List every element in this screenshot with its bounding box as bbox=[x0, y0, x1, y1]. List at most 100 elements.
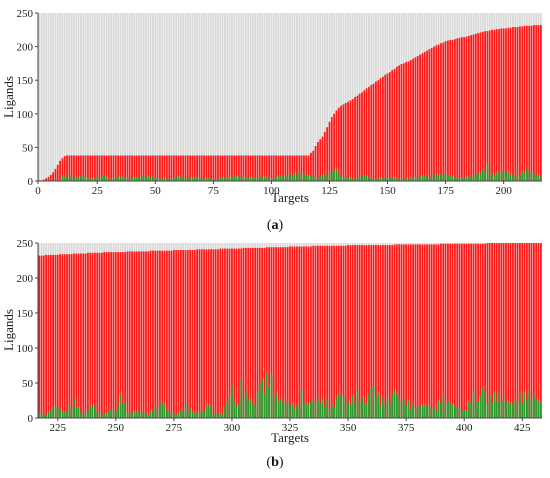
y-tick-label-b-200: 200 bbox=[17, 273, 34, 285]
bar-green-b-284 bbox=[193, 413, 196, 418]
bar-green-b-369 bbox=[391, 393, 394, 418]
bar-red-a-114 bbox=[303, 155, 305, 181]
bar-red-a-82 bbox=[228, 155, 231, 181]
bar-green-b-390 bbox=[440, 403, 442, 418]
bar-red-b-397 bbox=[456, 243, 459, 418]
bar-red-a-8 bbox=[56, 164, 59, 181]
bar-red-a-203 bbox=[509, 27, 512, 182]
bar-red-a-191 bbox=[481, 31, 484, 182]
bar-green-a-135 bbox=[351, 178, 354, 181]
x-tick-label-b-400: 400 bbox=[456, 422, 473, 434]
bar-red-b-309 bbox=[251, 247, 254, 418]
bar-green-b-363 bbox=[377, 392, 380, 418]
bar-total-a-6 bbox=[52, 13, 55, 181]
bar-red-b-253 bbox=[121, 252, 124, 418]
bar-total-a-36 bbox=[121, 13, 124, 181]
bar-red-b-356 bbox=[361, 245, 363, 418]
bar-red-b-241 bbox=[93, 252, 96, 418]
bar-red-b-299 bbox=[228, 248, 231, 418]
bar-total-a-8 bbox=[56, 13, 59, 181]
bar-green-a-147 bbox=[379, 177, 382, 181]
bar-green-b-421 bbox=[512, 404, 514, 418]
bar-red-a-105 bbox=[282, 155, 284, 181]
x-tick-label-a-125: 125 bbox=[321, 185, 338, 197]
bar-red-a-18 bbox=[80, 155, 82, 181]
bar-green-a-148 bbox=[381, 178, 384, 181]
bar-red-b-225 bbox=[56, 254, 59, 418]
bar-red-b-334 bbox=[309, 246, 312, 418]
bar-total-a-17 bbox=[77, 13, 80, 181]
bar-red-a-57 bbox=[170, 155, 173, 181]
panel-a-x-axis-label: Targets bbox=[271, 190, 309, 205]
bar-red-a-213 bbox=[532, 25, 535, 181]
bar-red-a-153 bbox=[393, 68, 396, 181]
bar-green-b-252 bbox=[119, 393, 122, 418]
bar-green-a-41 bbox=[133, 177, 136, 181]
bar-green-b-404 bbox=[472, 392, 475, 418]
bar-red-b-364 bbox=[379, 245, 382, 418]
bar-green-b-297 bbox=[224, 407, 226, 418]
bar-red-b-340 bbox=[323, 245, 326, 418]
bar-red-b-414 bbox=[495, 243, 498, 418]
bar-green-b-280 bbox=[184, 404, 187, 418]
bar-green-b-305 bbox=[242, 397, 245, 418]
bar-green-b-382 bbox=[421, 404, 424, 418]
bar-green-b-355 bbox=[358, 401, 361, 418]
bar-red-b-298 bbox=[226, 248, 229, 418]
bar-total-a-7 bbox=[54, 13, 57, 181]
bar-red-a-101 bbox=[272, 155, 275, 181]
bar-red-b-221 bbox=[47, 254, 50, 418]
bar-green-a-66 bbox=[191, 177, 194, 181]
bar-red-b-401 bbox=[465, 243, 468, 418]
bar-red-a-47 bbox=[147, 155, 150, 181]
bar-red-a-60 bbox=[177, 155, 180, 181]
bar-green-b-293 bbox=[214, 411, 217, 418]
bar-green-a-78 bbox=[219, 178, 222, 181]
bar-red-b-332 bbox=[305, 246, 308, 418]
bar-total-a-91 bbox=[249, 13, 252, 181]
bar-red-a-78 bbox=[219, 155, 222, 181]
bar-green-b-225 bbox=[56, 407, 59, 418]
bar-red-a-178 bbox=[451, 39, 454, 181]
bar-red-b-369 bbox=[391, 245, 394, 418]
bar-total-a-11 bbox=[63, 13, 66, 181]
bar-total-a-49 bbox=[152, 13, 154, 181]
bar-green-a-33 bbox=[114, 178, 117, 181]
bar-red-a-70 bbox=[200, 155, 203, 181]
bar-green-a-208 bbox=[521, 170, 524, 181]
bar-red-a-147 bbox=[379, 78, 382, 181]
x-tick-label-a-0: 0 bbox=[35, 185, 41, 197]
bar-red-b-307 bbox=[247, 247, 250, 418]
bar-green-b-236 bbox=[82, 414, 85, 418]
bar-total-a-126 bbox=[330, 13, 333, 181]
bar-green-a-46 bbox=[145, 176, 147, 181]
bar-total-a-120 bbox=[316, 13, 319, 181]
bar-red-a-97 bbox=[263, 155, 266, 181]
bar-green-a-207 bbox=[519, 176, 521, 181]
bar-red-a-167 bbox=[426, 50, 428, 181]
bar-green-b-255 bbox=[126, 411, 129, 418]
bar-green-b-275 bbox=[172, 413, 175, 418]
bar-green-a-120 bbox=[316, 178, 319, 181]
bar-red-b-314 bbox=[263, 247, 266, 418]
bar-red-b-353 bbox=[354, 245, 356, 418]
bar-total-a-89 bbox=[244, 13, 247, 181]
bar-red-a-100 bbox=[270, 155, 273, 181]
bar-red-a-190 bbox=[479, 32, 482, 181]
bar-green-a-201 bbox=[505, 171, 507, 181]
bar-green-b-367 bbox=[386, 398, 389, 418]
bar-red-a-62 bbox=[182, 155, 185, 181]
bar-green-b-237 bbox=[84, 411, 87, 418]
bar-green-a-45 bbox=[142, 174, 145, 181]
bar-total-a-74 bbox=[210, 13, 212, 181]
bar-red-b-291 bbox=[210, 249, 212, 418]
bar-green-b-320 bbox=[277, 401, 280, 418]
bar-red-b-288 bbox=[203, 249, 205, 418]
bar-green-b-375 bbox=[405, 405, 408, 418]
bar-green-b-415 bbox=[498, 392, 500, 418]
bar-red-b-399 bbox=[460, 243, 463, 418]
bar-green-b-313 bbox=[261, 379, 264, 418]
bar-red-b-280 bbox=[184, 250, 187, 418]
x-tick-label-b-275: 275 bbox=[166, 422, 183, 434]
bar-green-a-57 bbox=[170, 178, 173, 181]
